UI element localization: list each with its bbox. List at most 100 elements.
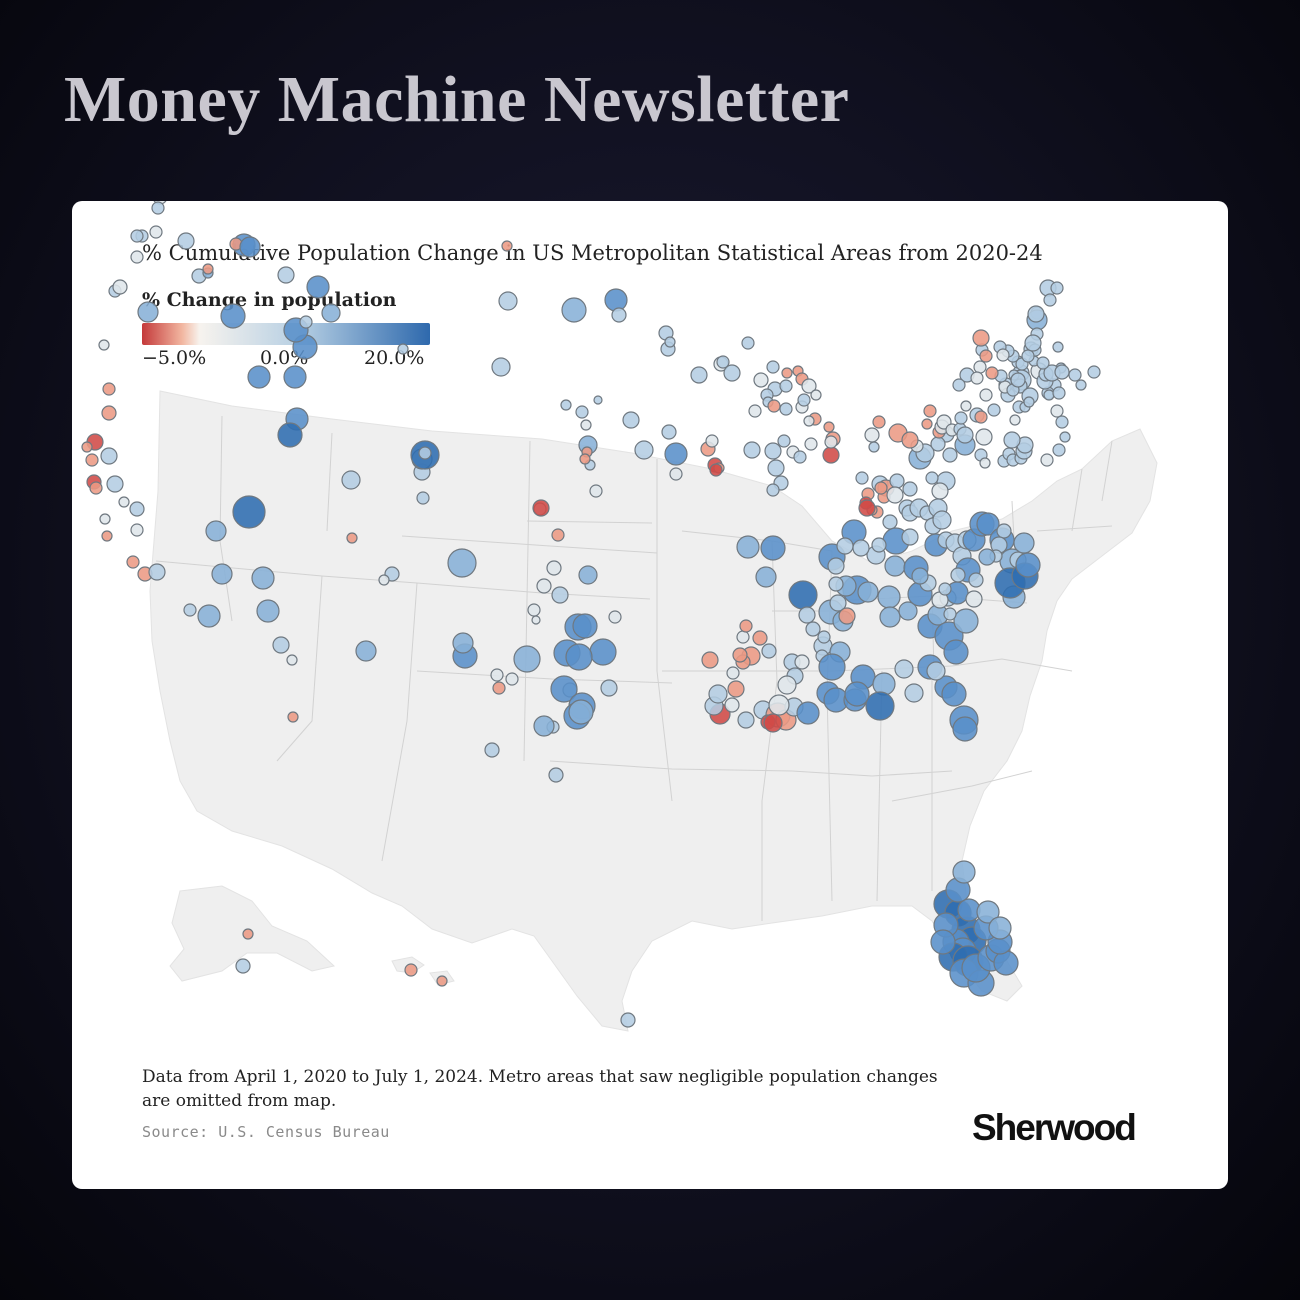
metro-bubble xyxy=(561,297,587,323)
metro-bubble xyxy=(823,421,835,433)
newsletter-title: Money Machine Newsletter xyxy=(64,63,850,136)
metro-bubble xyxy=(741,336,755,350)
metro-bubble xyxy=(341,470,361,490)
metro-bubble xyxy=(397,343,409,355)
metro-bubble xyxy=(589,638,617,666)
metro-bubble xyxy=(551,586,569,604)
metro-bubble xyxy=(993,950,1019,976)
metro-bubble xyxy=(901,528,919,546)
metro-bubble xyxy=(321,303,341,323)
state-border-line xyxy=(891,770,1033,802)
metro-bubble xyxy=(593,395,603,405)
sherwood-logo: Sherwood xyxy=(972,1107,1137,1148)
metro-bubble xyxy=(527,603,541,617)
metro-bubble xyxy=(565,643,593,671)
metro-bubble xyxy=(930,436,946,452)
metro-bubble xyxy=(952,860,976,884)
metro-bubble xyxy=(865,691,895,721)
metro-bubble xyxy=(1068,368,1082,382)
metro-bubble xyxy=(976,900,1000,924)
metro-bubble xyxy=(580,419,592,431)
us-map xyxy=(81,201,1158,1032)
metro-bubble xyxy=(452,632,474,654)
metro-bubble xyxy=(81,441,93,453)
metro-bubble xyxy=(1010,372,1026,388)
metro-bubble xyxy=(886,486,904,504)
metro-bubble xyxy=(89,481,103,495)
state-border-line xyxy=(1071,468,1083,532)
metro-bubble xyxy=(690,366,708,384)
metro-bubble xyxy=(942,447,958,463)
metro-bubble xyxy=(836,537,854,555)
metro-bubble xyxy=(299,315,313,329)
state-border-line xyxy=(416,670,673,684)
metro-bubble xyxy=(1013,532,1035,554)
metro-bubble xyxy=(779,379,793,393)
metro-bubble xyxy=(761,643,777,659)
metro-bubble xyxy=(818,653,846,681)
metro-bubble xyxy=(781,367,793,379)
metro-bubble xyxy=(716,355,730,369)
metro-bubble xyxy=(100,447,118,465)
metro-bubble xyxy=(748,404,762,418)
metro-bubble xyxy=(868,441,880,453)
metro-bubble xyxy=(568,699,594,725)
metro-bubble xyxy=(705,434,719,448)
metro-bubble xyxy=(85,453,99,467)
metro-bubble xyxy=(546,560,562,576)
metro-bubble xyxy=(575,405,589,419)
state-border-line xyxy=(549,760,793,772)
metro-bubble xyxy=(952,716,978,742)
metro-bubble xyxy=(767,459,785,477)
metro-bubble xyxy=(251,566,275,590)
metro-bubble xyxy=(972,329,990,347)
metro-bubble xyxy=(277,422,303,448)
metro-bubble xyxy=(548,767,564,783)
metro-bubble xyxy=(130,523,144,537)
metro-bubble xyxy=(560,399,572,411)
metro-bubble xyxy=(1036,356,1050,370)
metro-bubble xyxy=(1043,389,1055,401)
metro-bubble xyxy=(727,680,745,698)
metro-bubble xyxy=(857,581,879,603)
metro-bubble xyxy=(763,713,783,733)
metro-bubble xyxy=(205,520,227,542)
metro-bubble xyxy=(1040,453,1054,467)
state-border-line xyxy=(326,432,333,532)
metro-bubble xyxy=(954,411,968,425)
metro-bubble xyxy=(973,360,987,374)
metro-bubble xyxy=(211,563,233,585)
metro-bubble xyxy=(755,566,777,588)
metro-bubble xyxy=(101,530,113,542)
metro-bubble xyxy=(864,427,880,443)
metro-bubble xyxy=(669,467,683,481)
metro-bubble xyxy=(98,339,110,351)
metro-bubble xyxy=(921,418,933,430)
metro-bubble xyxy=(739,619,753,633)
legend-tick-min: −5.0% xyxy=(142,347,207,369)
state-border-line xyxy=(1036,525,1113,532)
metro-bubble xyxy=(767,399,781,413)
metro-bubble xyxy=(874,481,888,495)
metro-bubble xyxy=(996,523,1012,539)
chart-note: Data from April 1, 2020 to July 1, 2024.… xyxy=(142,1067,938,1111)
metro-bubble xyxy=(1024,334,1042,352)
metro-bubble xyxy=(106,475,124,493)
metro-bubble xyxy=(709,463,723,477)
metro-bubble xyxy=(550,675,578,703)
metro-bubble xyxy=(894,659,914,679)
metro-bubble xyxy=(872,672,896,696)
metro-bubble xyxy=(701,651,719,669)
metro-bubble xyxy=(925,471,939,485)
metro-bubble xyxy=(938,582,952,596)
metro-bubble xyxy=(130,229,144,243)
metro-bubble xyxy=(732,647,748,663)
metro-bubble xyxy=(828,576,844,592)
metro-bubble xyxy=(960,400,972,412)
metro-bubble xyxy=(724,697,740,713)
metro-bubble xyxy=(804,437,818,451)
metro-bubble xyxy=(797,393,811,407)
metro-bubble xyxy=(416,491,430,505)
metro-bubble xyxy=(484,742,500,758)
metro-bubble xyxy=(634,440,654,460)
